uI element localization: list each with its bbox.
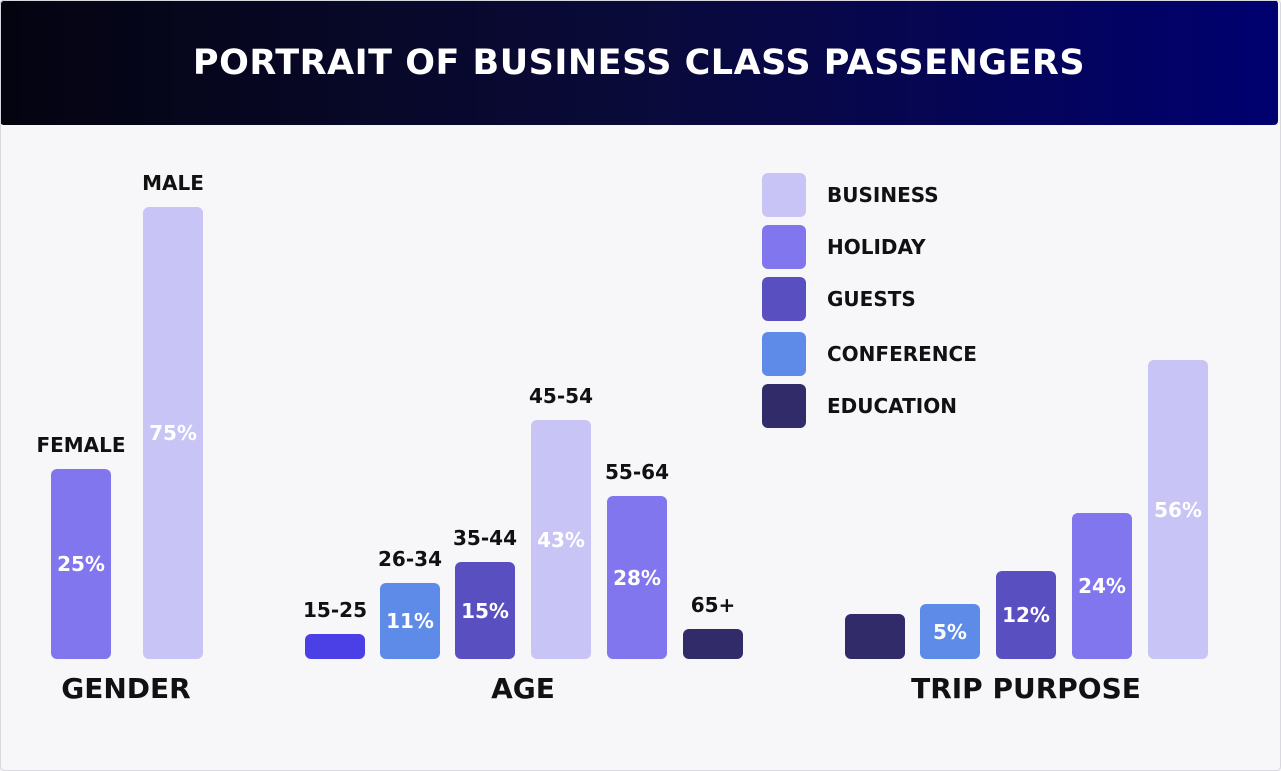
category-label: FEMALE [36, 433, 126, 457]
bar-65+ [683, 629, 743, 659]
value-label: 24% [1078, 574, 1126, 598]
legend-item: HOLIDAY [762, 225, 926, 269]
legend-swatch [762, 225, 806, 269]
legend-swatch [762, 332, 806, 376]
legend-item: EDUCATION [762, 384, 957, 428]
legend-swatch [762, 277, 806, 321]
value-label: 12% [1002, 603, 1050, 627]
legend-label: GUESTS [827, 287, 916, 311]
value-label: 43% [537, 527, 585, 552]
group-title: GENDER [61, 672, 191, 705]
value-label: 15% [461, 598, 509, 623]
category-label: 15-25 [303, 598, 367, 622]
legend-label: HOLIDAY [827, 235, 926, 259]
bar-45-54 [531, 420, 591, 659]
page-title: PORTRAIT OF BUSINESS CLASS PASSENGERS [192, 42, 1086, 83]
category-label: 26-34 [378, 547, 442, 571]
bar-26-34 [380, 583, 440, 659]
value-label: 25% [57, 552, 105, 576]
legend-label: EDUCATION [827, 394, 957, 418]
value-label: 28% [613, 565, 661, 590]
bar-55-64 [607, 496, 667, 659]
legend-item: GUESTS [762, 277, 916, 321]
bar-guests [996, 571, 1056, 659]
legend-item: BUSINESS [762, 173, 939, 217]
bar-holiday [1072, 513, 1132, 659]
legend-item: CONFERENCE [762, 332, 977, 376]
category-label: MALE [142, 171, 204, 195]
category-label: 65+ [690, 593, 736, 617]
category-label: 35-44 [453, 526, 517, 550]
bar-female [51, 469, 111, 659]
legend-swatch [762, 173, 806, 217]
value-label: 5% [933, 619, 967, 644]
category-label: 45-54 [529, 384, 593, 408]
group-title: TRIP PURPOSE [911, 672, 1141, 705]
bar-male [143, 207, 203, 659]
legend-swatch [762, 384, 806, 428]
group-title: AGE [491, 672, 555, 705]
bar-education [845, 614, 905, 659]
category-label: 55-64 [605, 460, 669, 484]
bar-conference [920, 604, 980, 659]
bar-business [1148, 360, 1208, 659]
legend-label: BUSINESS [827, 183, 939, 207]
value-label: 11% [386, 609, 434, 633]
value-label: 56% [1154, 497, 1202, 522]
title-banner: PORTRAIT OF BUSINESS CLASS PASSENGERS [0, 0, 1278, 125]
legend-label: CONFERENCE [827, 342, 977, 366]
bar-15-25 [305, 634, 365, 659]
value-label: 75% [149, 421, 197, 445]
bar-35-44 [455, 562, 515, 659]
